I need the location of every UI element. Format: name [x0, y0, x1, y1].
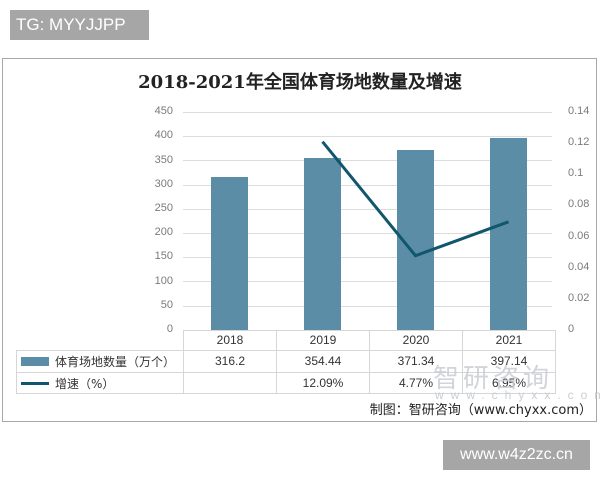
- bar-legend-swatch-icon: [21, 357, 49, 366]
- gridline: [183, 160, 552, 161]
- tg-watermark-badge: TG: MYYJJPP: [10, 10, 149, 40]
- table-value-cell: [183, 372, 277, 394]
- gridline: [183, 136, 552, 137]
- bar-2021: [490, 137, 527, 330]
- legend-label: 体育场地数量（万个）: [55, 355, 176, 369]
- left-tick: 0: [166, 323, 173, 335]
- legend-label: 增速（%）: [55, 376, 115, 391]
- legend-bar-series: 体育场地数量（万个）: [16, 350, 184, 373]
- left-tick: 150: [154, 250, 173, 262]
- bar-2018: [211, 176, 248, 330]
- table-value-cell: 316.2: [183, 350, 277, 373]
- left-tick: 400: [154, 129, 173, 141]
- gridline: [183, 233, 552, 234]
- table-value-cell: 6.95%: [462, 372, 556, 394]
- gridline: [183, 185, 552, 186]
- gridline: [183, 281, 552, 282]
- left-tick: 200: [154, 226, 173, 238]
- right-tick: 0.04: [568, 261, 590, 273]
- right-tick: 0.12: [568, 136, 590, 148]
- gridline: [183, 306, 552, 307]
- bar-2019: [304, 158, 341, 330]
- table-year-cell: 2018: [183, 330, 277, 351]
- right-tick: 0: [568, 323, 575, 335]
- legend-line-series: 增速（%）: [16, 372, 184, 394]
- right-tick: 0.06: [568, 230, 590, 242]
- right-tick: 0.02: [568, 292, 590, 304]
- chyxx-watermark-logo: 智研咨询: [433, 364, 554, 394]
- right-tick: 0.14: [568, 105, 590, 117]
- table-year-cell: 2020: [369, 330, 463, 351]
- table-year-cell: 2021: [462, 330, 556, 351]
- chart-source-note: 制图：智研咨询（www.chyxx.com）: [369, 403, 592, 418]
- chart-title: 2018-2021年全国体育场地数量及增速: [138, 72, 462, 93]
- right-tick: 0.1: [568, 167, 584, 179]
- line-legend-swatch-icon: [21, 381, 49, 385]
- site-watermark-badge: www.w4z2zc.cn: [443, 440, 590, 470]
- left-tick: 300: [154, 178, 173, 190]
- left-tick: 250: [154, 202, 173, 214]
- left-tick: 450: [154, 105, 173, 117]
- left-tick: 100: [154, 275, 173, 287]
- right-tick: 0.08: [568, 198, 590, 210]
- table-value-cell: 12.09%: [276, 372, 370, 394]
- gridline: [183, 112, 552, 113]
- gridline: [183, 257, 552, 258]
- left-tick: 50: [160, 299, 173, 311]
- left-tick: 350: [154, 154, 173, 166]
- chyxx-watermark-url: www.chyxx.com: [435, 388, 600, 402]
- table-year-cell: 2019: [276, 330, 370, 351]
- table-value-cell: 354.44: [276, 350, 370, 373]
- gridline: [183, 209, 552, 210]
